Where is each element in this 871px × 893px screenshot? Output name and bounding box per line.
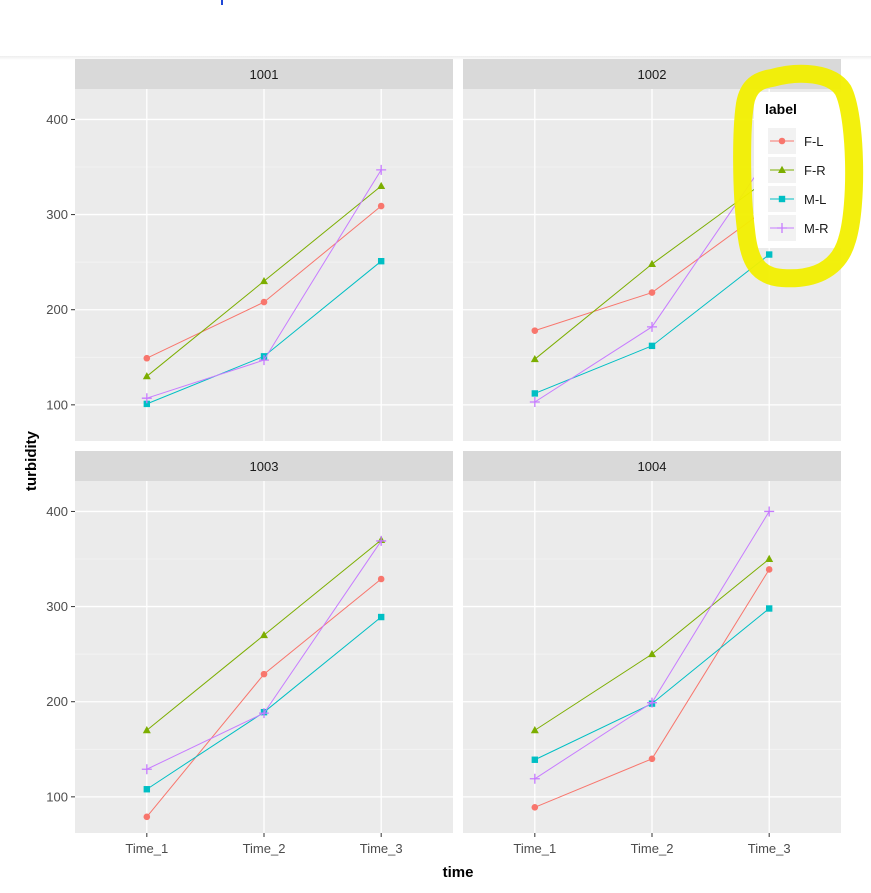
data-point: [778, 165, 786, 173]
data-point: [647, 321, 657, 332]
x-axis-title: time: [443, 864, 474, 881]
data-point: [376, 164, 387, 175]
x-tick-label: Time_3: [748, 841, 791, 856]
data-point: [531, 390, 539, 397]
facet-title: 1002: [638, 67, 667, 82]
legend-label: F-L: [804, 134, 824, 149]
y-tick-label: 200: [46, 302, 68, 317]
data-point: [778, 195, 786, 203]
data-point: [260, 670, 268, 678]
facet-panel: 1001 100 200 300 400: [46, 59, 453, 441]
y-axis-title: turbidity: [23, 430, 40, 491]
data-point: [648, 259, 656, 268]
data-point: [260, 298, 268, 306]
data-point: [648, 755, 656, 763]
facet-panel: 1002: [463, 59, 841, 441]
data-point: [141, 393, 152, 404]
data-point: [142, 726, 151, 734]
y-tick-label: 200: [46, 694, 68, 709]
data-point: [377, 613, 385, 621]
facet-panels: 1001 100 200 300 400 1002 1003 100 200 300 400 Time…: [46, 59, 841, 856]
data-point: [260, 276, 268, 285]
x-tick-label: Time_1: [513, 841, 556, 856]
legend-label: M-L: [804, 192, 826, 207]
legend: label F-L F-R M-L M-R: [733, 64, 864, 288]
facet-panel: 1004 Time_1 Time_2 Time_3: [463, 451, 841, 856]
data-point: [377, 575, 385, 583]
data-point: [377, 257, 385, 265]
data-point: [764, 506, 775, 517]
data-point: [530, 726, 539, 734]
data-point: [142, 372, 151, 380]
x-tick-label: Time_1: [125, 841, 168, 856]
facet-title: 1003: [250, 459, 279, 474]
toolbar-divider: [0, 56, 871, 60]
highlight-circle: [733, 64, 864, 288]
facet-title: 1001: [250, 67, 279, 82]
x-tick-label: Time_2: [631, 841, 674, 856]
data-point: [259, 355, 269, 366]
data-point: [143, 813, 151, 821]
legend-label: M-R: [804, 221, 829, 236]
data-point: [530, 354, 539, 363]
facet-panel: 1003 100 200 300 400 Time_1 Time_2 Time_3: [46, 451, 453, 856]
data-point: [143, 786, 151, 793]
data-point: [648, 342, 656, 350]
x-tick-label: Time_2: [243, 841, 286, 856]
data-point: [778, 137, 786, 145]
y-tick-label: 300: [46, 207, 68, 222]
data-point: [765, 605, 773, 612]
facet-strip: [463, 451, 841, 481]
data-point: [765, 251, 773, 258]
y-tick-label: 400: [46, 112, 68, 127]
data-point: [531, 804, 539, 811]
data-point: [531, 756, 539, 763]
y-tick-label: 100: [46, 397, 68, 412]
data-point: [143, 400, 151, 408]
data-point: [647, 697, 657, 708]
data-point: [648, 289, 656, 296]
data-point: [143, 354, 151, 362]
facet-strip: [75, 451, 453, 481]
data-point: [777, 223, 787, 233]
text-cursor: [221, 0, 223, 5]
y-tick-label: 300: [46, 599, 68, 614]
legend-label: F-R: [804, 163, 826, 178]
data-point: [531, 327, 539, 334]
facet-strip: [75, 59, 453, 89]
data-point: [648, 649, 656, 658]
data-point: [377, 181, 386, 190]
data-point: [259, 708, 269, 719]
data-point: [377, 202, 385, 210]
facet-title: 1004: [638, 459, 667, 474]
data-point: [529, 773, 540, 784]
data-point: [765, 566, 773, 573]
data-point: [765, 554, 774, 563]
x-tick-label: Time_3: [360, 841, 403, 856]
legend-title: label: [765, 101, 797, 117]
data-point: [529, 396, 540, 407]
y-tick-label: 400: [46, 504, 68, 519]
top-toolbar: [0, 0, 871, 56]
data-point: [260, 630, 268, 639]
y-tick-label: 100: [46, 789, 68, 804]
data-point: [376, 535, 387, 546]
data-point: [141, 764, 152, 775]
